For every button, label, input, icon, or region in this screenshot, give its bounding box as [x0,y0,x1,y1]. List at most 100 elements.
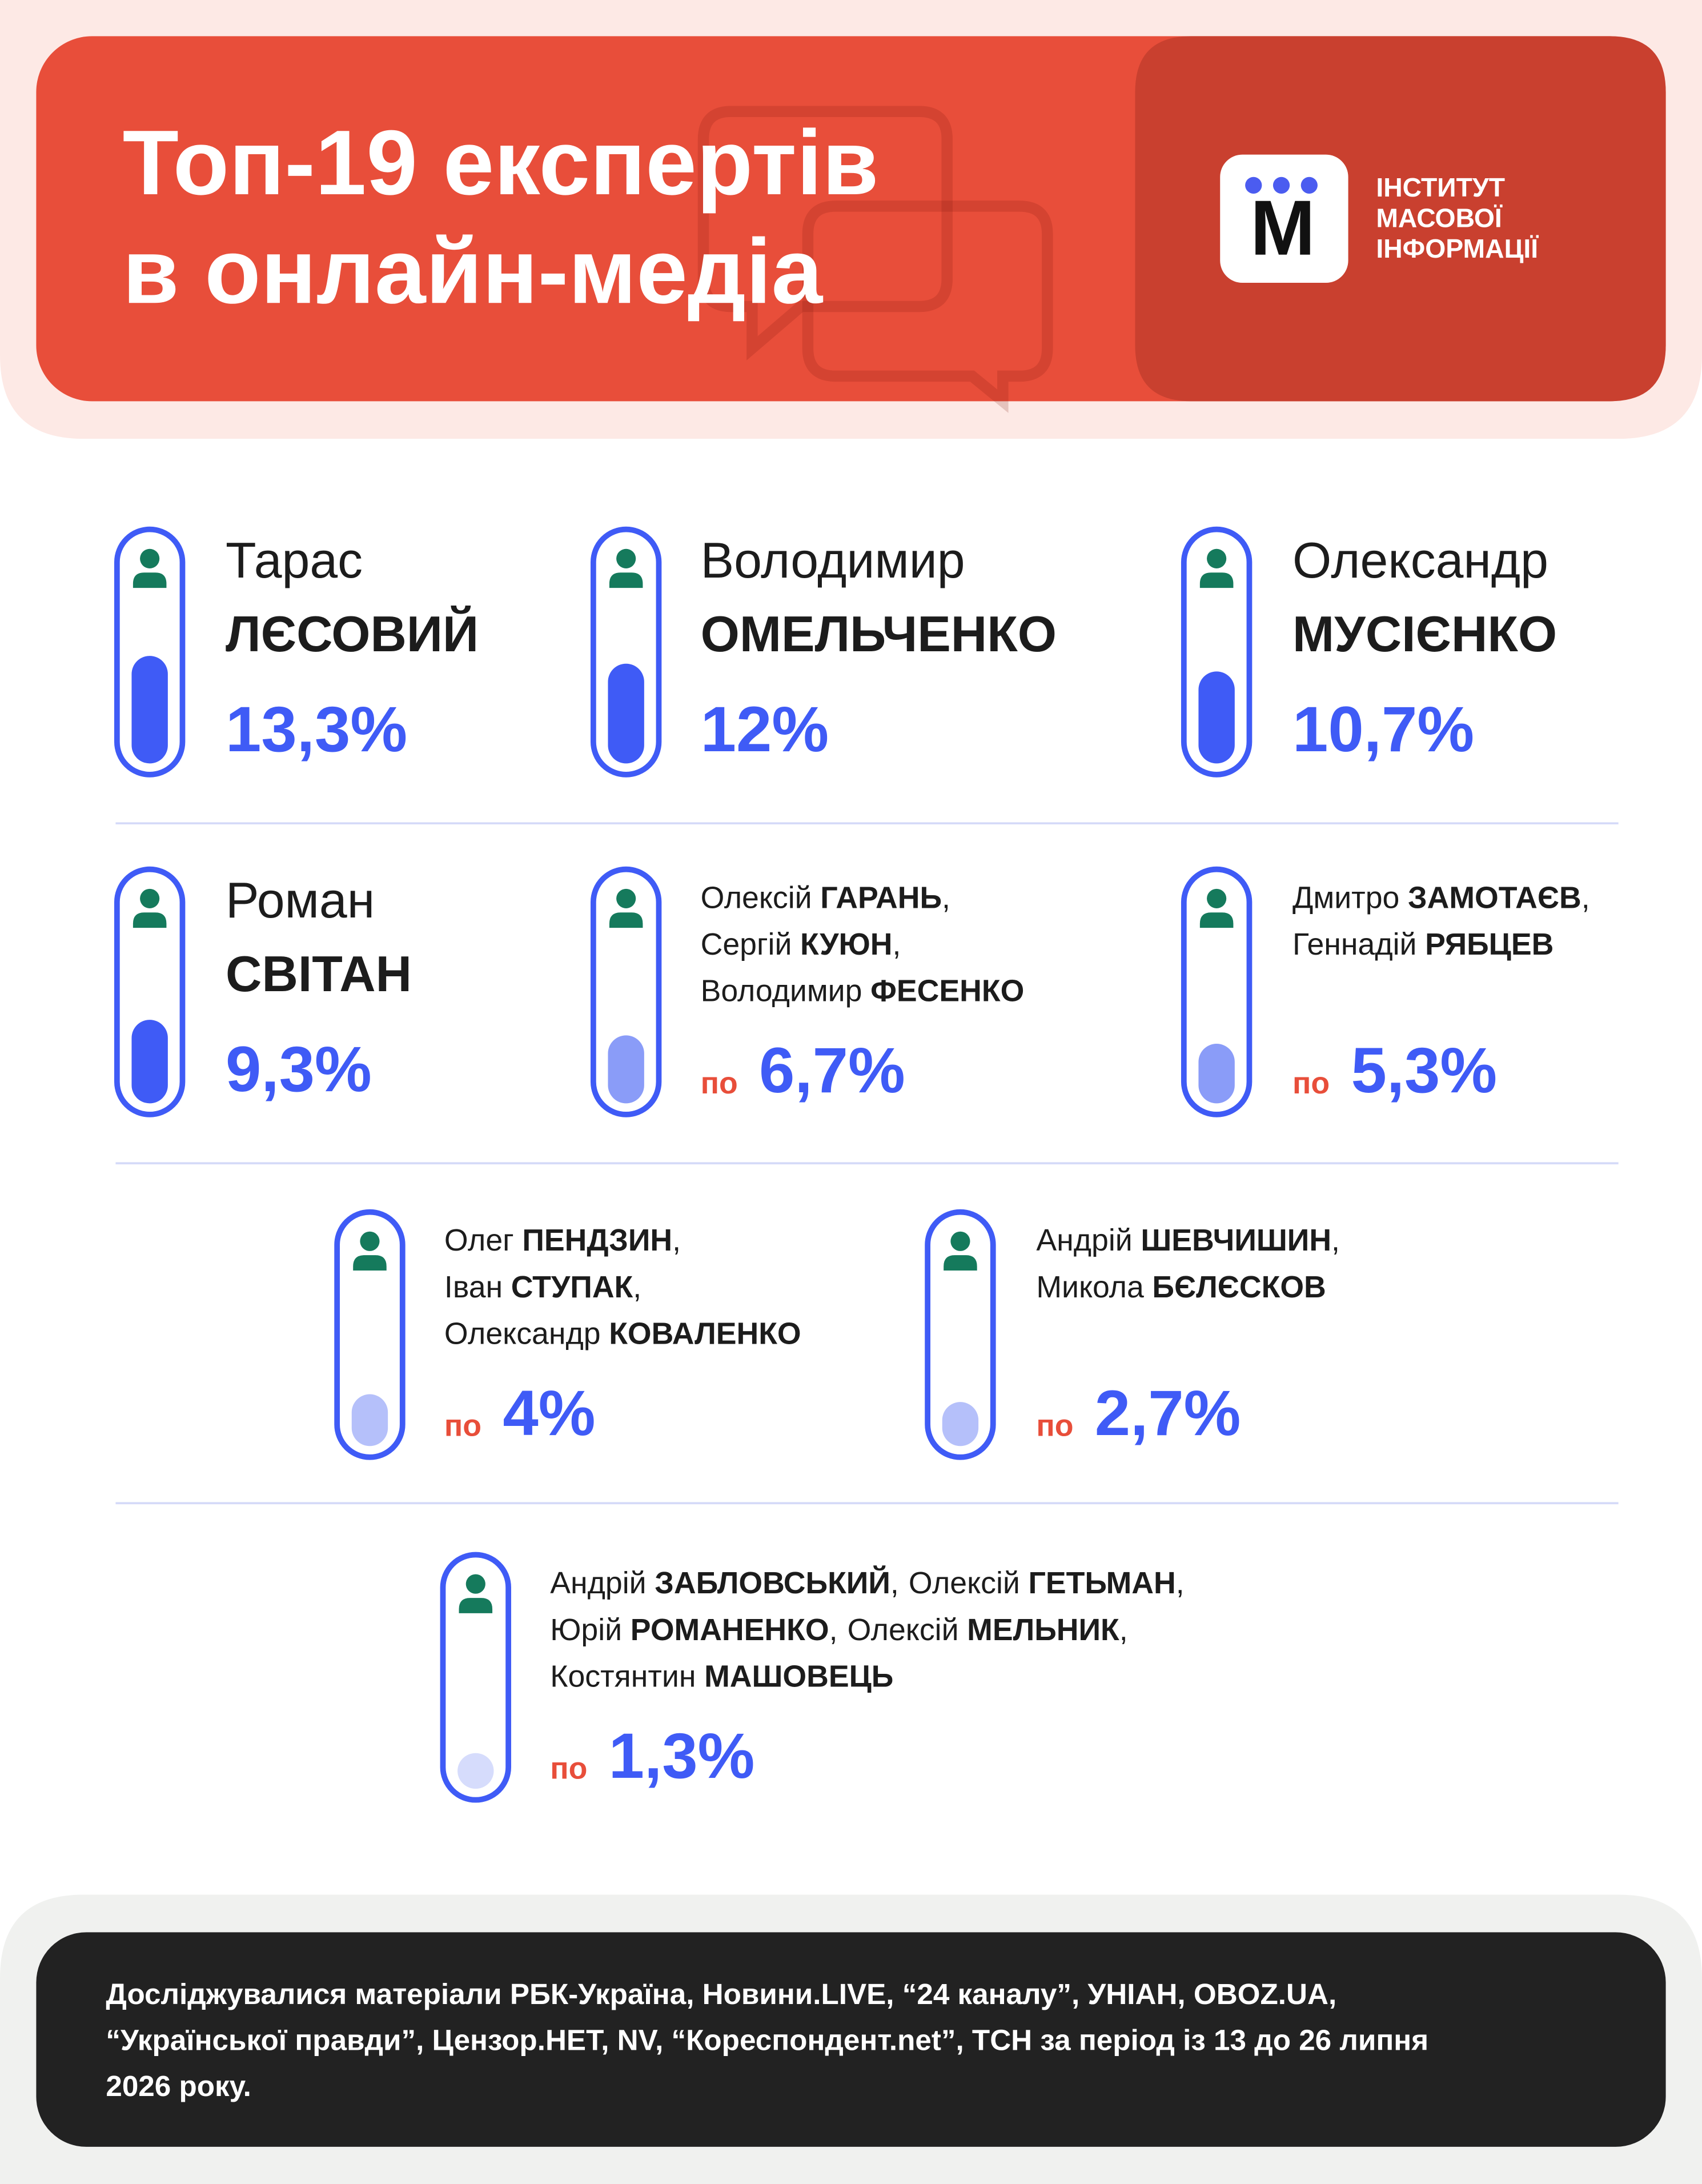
capsule [334,1209,406,1460]
last-name: СТУПАК [511,1270,633,1304]
first-name: Іван [444,1270,503,1304]
person-body [609,912,643,928]
logo-text: ІНСТИТУТ [1376,173,1505,202]
first-name: Сергій [701,927,792,961]
separator: , [829,1613,838,1647]
separator: , [1176,1566,1185,1600]
first-name: Володимир [701,974,862,1008]
share-value: 12% [701,693,829,765]
capsule [440,1552,511,1803]
person-body [609,572,643,588]
capsule [1181,866,1253,1117]
logo-dot [1273,177,1290,194]
name-line: Дмитро ЗАМОТАЄВ, [1292,881,1590,915]
name-line: Олег ПЕНДЗИН, [444,1223,681,1257]
footer-text: “Української правди”, Цензор.НЕТ, NV, “К… [106,2024,1428,2057]
share-fill [131,1020,168,1104]
name-line: Іван СТУПАК, [444,1270,641,1304]
first-name: Андрій [550,1566,646,1600]
share-fill [351,1394,388,1446]
first-name: Роман [226,872,375,928]
share-value: 13,3% [226,693,407,765]
share-fill [942,1402,979,1446]
share-fill [608,663,644,764]
last-name: КУЮН [800,927,892,961]
expert-list: Тарас ЛЄСОВИЙ 13,3% Володимир ОМЕЛЬЧЕНКО 12% О… [114,526,1590,1803]
person-body [459,1598,493,1613]
person-head [140,548,160,568]
last-name: ОМЕЛЬЧЕНКО [701,606,1057,662]
last-name: МЕЛЬНИК [967,1613,1119,1647]
share-fill [457,1753,494,1789]
first-name: Олександр [1292,532,1548,588]
share-value: 4% [503,1377,595,1449]
name-line: Олексій ГАРАНЬ, [701,881,950,915]
name-line: Андрій ЗАБЛОВСЬКИЙ, Олексій ГЕТЬМАН, [550,1565,1184,1600]
logo-panel [1135,36,1666,402]
first-name: Олександр [444,1317,601,1351]
last-name: РЯБЦЕВ [1425,927,1554,961]
speech-bubbles [697,106,1053,413]
last-name: ЛЄСОВИЙ [226,606,479,662]
first-name: Олексій [701,881,812,915]
logo-text: ІНФОРМАЦІЇ [1376,234,1539,263]
person-body [353,1255,387,1271]
person-body [1199,912,1234,928]
footer-text: 2026 року. [106,2070,251,2102]
person-head [140,888,160,908]
prefix: по [701,1066,738,1100]
title: в онлайн-медіа [123,220,824,323]
person-head [616,888,636,908]
separator: , [890,1566,899,1600]
last-name: ШЕВЧИШИН [1141,1223,1331,1257]
last-name: ГАРАНЬ [820,881,942,915]
person-body [1199,572,1234,588]
share-fill [1198,1044,1235,1104]
footer-card [36,1932,1666,2147]
last-name: МАШОВЕЦЬ [704,1660,893,1694]
capsule [925,1209,996,1460]
name-line: Микола БЄЛЄСКОВ [1036,1270,1326,1304]
last-name: ПЕНДЗИН [522,1223,672,1257]
first-name: Микола [1036,1270,1144,1304]
separator: , [1331,1223,1340,1257]
share-value: 10,7% [1292,693,1474,765]
person-head [1207,888,1227,908]
share-fill [131,656,168,764]
share-fill [608,1035,644,1104]
last-name: МУСІЄНКО [1292,606,1557,662]
person-body [133,572,167,588]
last-name: СВІТАН [226,946,412,1002]
title: Топ-19 експертів [123,111,879,214]
name-line: Юрій РОМАНЕНКО, Олексій МЕЛЬНИК, [550,1613,1127,1647]
person-head [1207,548,1227,568]
name-line: Андрій ШЕВЧИШИН, [1036,1223,1340,1257]
logo-dot [1245,177,1262,194]
separator: , [1581,881,1590,915]
last-name: БЄЛЄСКОВ [1152,1270,1326,1304]
logo-dot [1300,177,1318,194]
separator: , [633,1270,641,1304]
share-value: 6,7% [759,1034,905,1106]
prefix: по [1292,1066,1330,1100]
separator: , [672,1223,681,1257]
name-line: Костянтин МАШОВЕЦЬ [550,1660,893,1694]
last-name: ГЕТЬМАН [1028,1566,1175,1600]
separator: , [893,927,901,961]
share-value: 9,3% [226,1033,372,1105]
last-name: ЗАМОТАЄВ [1408,881,1581,915]
separator: , [1119,1613,1128,1647]
first-name: Володимир [701,532,965,588]
first-name: Олексій [848,1613,959,1647]
person-head [465,1574,485,1594]
first-name: Дмитро [1292,881,1399,915]
logo-text: МАСОВОЇ [1376,203,1503,233]
separator: , [942,881,950,915]
footer-text: Досліджувалися матеріали РБК-Україна, Но… [106,1978,1336,2010]
name-line: Олександр КОВАЛЕНКО [444,1317,801,1351]
prefix: по [550,1752,587,1786]
last-name: РОМАНЕНКО [631,1613,829,1647]
person-head [360,1231,380,1251]
